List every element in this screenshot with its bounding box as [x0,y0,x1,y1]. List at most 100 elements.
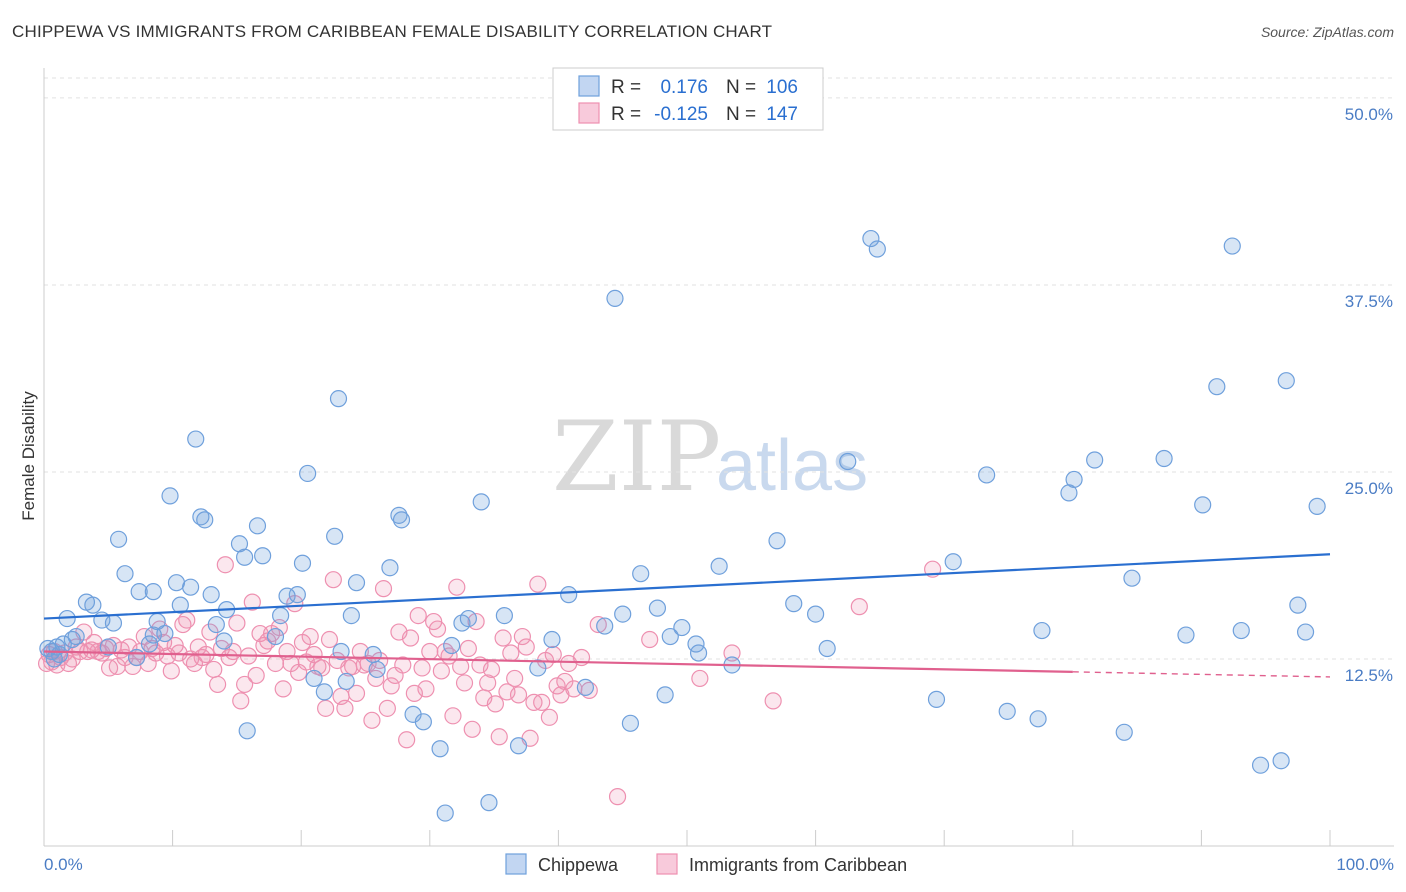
chart-title: CHIPPEWA VS IMMIGRANTS FROM CARIBBEAN FE… [12,22,773,41]
stats-legend: R = 0.176 N = 106 R = -0.125 N = 147 [552,67,824,131]
chippewa-point [768,532,786,550]
chippewa-point [978,466,996,484]
chippewa-point [187,430,205,448]
chippewa-point [288,586,306,604]
caribbean-point [162,662,180,680]
legend-n-label-1: N = [726,77,756,98]
chippewa-point [215,632,233,650]
chippewa-point [606,289,624,308]
chippewa-point [621,714,640,732]
chippewa-point [1115,723,1133,741]
chippewa-point [182,578,200,596]
chippewa-point [1029,710,1047,728]
chippewa-point [67,627,85,646]
chippewa-point [839,452,857,471]
chippewa-point [1251,756,1270,774]
chippewa-point [1208,378,1226,396]
chippewa-point [656,686,674,704]
watermark-atlas: atlas [716,426,868,506]
caribbean-point [236,675,254,694]
caribbean-point [641,630,659,649]
chippewa-point [144,583,162,601]
chippewa-point [1177,626,1195,644]
caribbean-point [479,674,497,692]
chippewa-point [342,606,360,625]
caribbean-point [589,615,607,634]
bottom-legend-swatch-chippewa [505,853,527,875]
chippewa-point [127,648,146,667]
chippewa-point [710,557,728,575]
caribbean-point [324,571,342,589]
chippewa-point [998,702,1016,720]
caribbean-point [394,656,412,674]
chippewa-point [248,517,267,535]
chippewa-point [109,530,128,548]
chippewa-point [266,627,285,646]
chippewa-point [431,740,449,758]
caribbean-point [274,680,292,698]
trend-line-caribbean [43,650,1073,673]
trend-line-caribbean-extrapolated [1072,671,1331,678]
caribbean-point [409,606,427,625]
y-tick-label: 12.5% [1345,666,1393,685]
caribbean-point [398,731,416,749]
chippewa-point [560,586,578,604]
caribbean-point [723,644,741,662]
caribbean-point [205,660,223,679]
caribbean-point [382,677,400,695]
caribbean-point [459,639,477,658]
caribbean-point [544,645,562,664]
chippewa-point [596,617,614,635]
chippewa-point [254,547,272,565]
chippewa-point [529,659,547,677]
chippewa-point [392,511,411,529]
legend-r-value-1: 0.176 [660,77,708,98]
caribbean-point [367,669,385,688]
chippewa-point [868,240,886,258]
chippewa-point [927,690,946,708]
caribbean-point [228,614,246,632]
chippewa-point [272,606,290,625]
chippewa-point [104,614,123,632]
caribbean-point [486,695,504,713]
caribbean-point [463,720,481,738]
chippewa-point [818,639,836,658]
chippewa-point [305,669,323,688]
chippewa-point [806,605,825,623]
caribbean-point [401,629,420,647]
caribbean-point [517,638,535,656]
chippewa-point [50,645,69,664]
chippewa-point [161,487,179,505]
legend-r-label-1: R = [611,77,641,98]
chippewa-point [364,645,382,664]
legend-n-value-1: 106 [766,77,798,98]
caribbean-point [509,686,528,704]
y-tick-label: 25.0% [1345,479,1393,498]
caribbean-point [482,660,501,679]
y-axis-tick-labels: 12.5% 25.0% 37.5% 50.0% [1345,105,1393,685]
caribbean-point [336,699,354,717]
chippewa-point [116,565,134,583]
caribbean-point [494,629,512,647]
chippewa-point [1277,372,1295,390]
chippewa-point [414,713,432,731]
legend-r-value-2: -0.125 [654,104,708,125]
chippewa-point [648,599,667,617]
caribbean-point [533,693,551,711]
chippewa-point [576,678,595,697]
caribbean-point [378,699,396,717]
caribbean-point [432,662,450,680]
caribbean-point [363,711,381,729]
caribbean-point [452,657,470,676]
legend-swatch-caribbean [578,102,600,124]
chippewa-point [785,595,803,613]
chippewa-point [167,574,186,592]
caribbean-point [247,666,265,685]
chippewa-point [459,609,477,628]
source-label: Source: ZipAtlas.com [1260,24,1394,40]
chippewa-point [1272,752,1290,770]
bottom-legend-label-caribbean: Immigrants from Caribbean [689,855,907,875]
chippewa-point [202,586,220,604]
chippewa-point [1086,451,1104,469]
